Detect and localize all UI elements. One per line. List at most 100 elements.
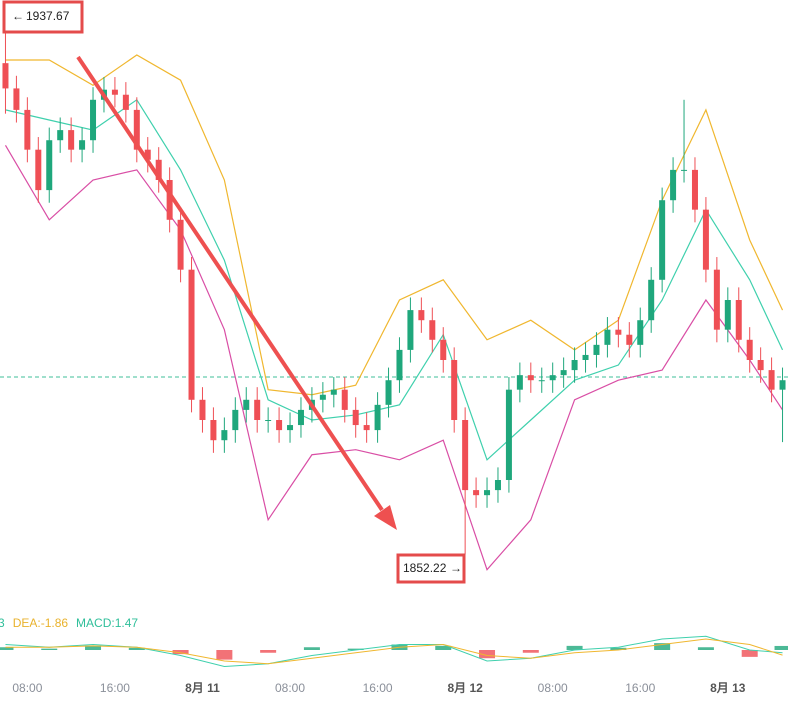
candle-body: [90, 99, 97, 141]
macd-bar: [697, 647, 714, 650]
candle-body: [199, 399, 206, 420]
max-arrow: ←: [12, 9, 24, 23]
candle-body: [363, 425, 370, 431]
macd-bar: [303, 647, 320, 650]
band-line: [5, 54, 784, 396]
min-arrow: →: [450, 561, 462, 575]
macd-label: DEA:-1.86: [13, 616, 69, 630]
trend-arrow-head: [374, 505, 397, 530]
candle-body: [757, 360, 764, 371]
candle-body: [604, 329, 611, 345]
x-tick-label: 8月 12: [447, 681, 483, 695]
candle-body: [155, 159, 162, 180]
candle-body: [429, 320, 436, 340]
macd-bar: [216, 650, 233, 660]
candle-body: [385, 380, 392, 405]
min-label-box: [396, 553, 466, 584]
candle-body: [35, 149, 42, 191]
candle-body: [287, 425, 294, 431]
macd-bar: [479, 650, 496, 659]
candle-body: [473, 490, 480, 496]
macd-panel: 3 DEA:-1.86 MACD:1.47: [0, 616, 788, 668]
band-line: [4, 144, 784, 571]
candle-body: [582, 354, 589, 360]
candle-body: [210, 420, 217, 441]
x-tick-label: 8月 13: [710, 681, 746, 695]
price-panel: [0, 14, 788, 571]
candle-body: [440, 339, 447, 360]
macd-bar: [0, 647, 14, 650]
candle-body: [451, 360, 458, 420]
candle-body: [724, 300, 731, 330]
candle-body: [374, 404, 381, 431]
candle-body: [494, 480, 501, 491]
candle-body: [166, 180, 173, 220]
candle-body: [221, 430, 228, 441]
candle-body: [691, 169, 698, 210]
macd-bar: [347, 648, 364, 650]
candle-body: [79, 140, 86, 150]
candle-body: [144, 149, 151, 160]
macd-line: [5, 638, 783, 665]
macd-bar: [260, 650, 277, 653]
macd-label: MACD:1.47: [76, 616, 138, 630]
candle-body: [265, 420, 272, 421]
candle-body: [111, 89, 118, 95]
candle-body: [538, 380, 545, 382]
x-axis: 08:00 16:00 8月 11 08:00 16:00 8月 12 08:00 16:00…: [12, 681, 746, 695]
candle-body: [779, 380, 786, 390]
macd-label: 3: [0, 616, 5, 630]
candle-body: [670, 169, 677, 201]
candle-body: [418, 310, 425, 321]
candle-body: [648, 279, 655, 321]
x-tick-label: 08:00: [275, 681, 305, 695]
candle-body: [462, 420, 469, 491]
candle-body: [615, 329, 622, 335]
candle-body: [2, 63, 9, 89]
candle-body: [24, 109, 31, 150]
candle-body: [713, 269, 720, 330]
candle-body: [593, 344, 600, 355]
candle-body: [330, 389, 337, 395]
x-tick-label: 16:00: [625, 681, 655, 695]
candle-body: [549, 375, 556, 381]
trend-arrow: [76, 55, 384, 512]
candle-body: [735, 300, 742, 340]
macd-bar: [435, 645, 452, 650]
macd-bar: [85, 645, 102, 650]
x-tick-label: 08:00: [12, 681, 42, 695]
band-line: [5, 98, 784, 461]
macd-bar: [610, 647, 627, 650]
candle-body: [505, 389, 512, 480]
candle-body: [637, 320, 644, 345]
candle-body: [681, 169, 688, 171]
candle-body: [396, 349, 403, 381]
candle-body: [341, 389, 348, 410]
macd-bar: [128, 647, 145, 650]
max-label: 1937.67: [26, 9, 70, 23]
candle-body: [232, 409, 239, 431]
macd-bar: [172, 650, 189, 655]
macd-bar: [41, 648, 58, 650]
candle-body: [659, 200, 666, 280]
candle-body: [702, 209, 709, 270]
candle-body: [57, 130, 64, 141]
candle-body: [484, 490, 491, 496]
x-tick-label: 08:00: [538, 681, 568, 695]
x-tick-label: 8月 11: [185, 681, 220, 695]
candle-body: [13, 88, 20, 110]
candle-body: [46, 140, 53, 191]
candle-body: [177, 219, 184, 270]
candle-body: [626, 334, 633, 345]
candle-body: [188, 269, 195, 400]
x-tick-label: 16:00: [363, 681, 393, 695]
candle-body: [243, 399, 250, 410]
candle-body: [516, 375, 523, 390]
macd-line: [5, 635, 783, 668]
macd-bar: [566, 645, 583, 650]
candle-body: [527, 375, 534, 381]
macd-bar: [522, 650, 539, 653]
candle-body: [407, 310, 414, 350]
candle-body: [352, 409, 359, 426]
